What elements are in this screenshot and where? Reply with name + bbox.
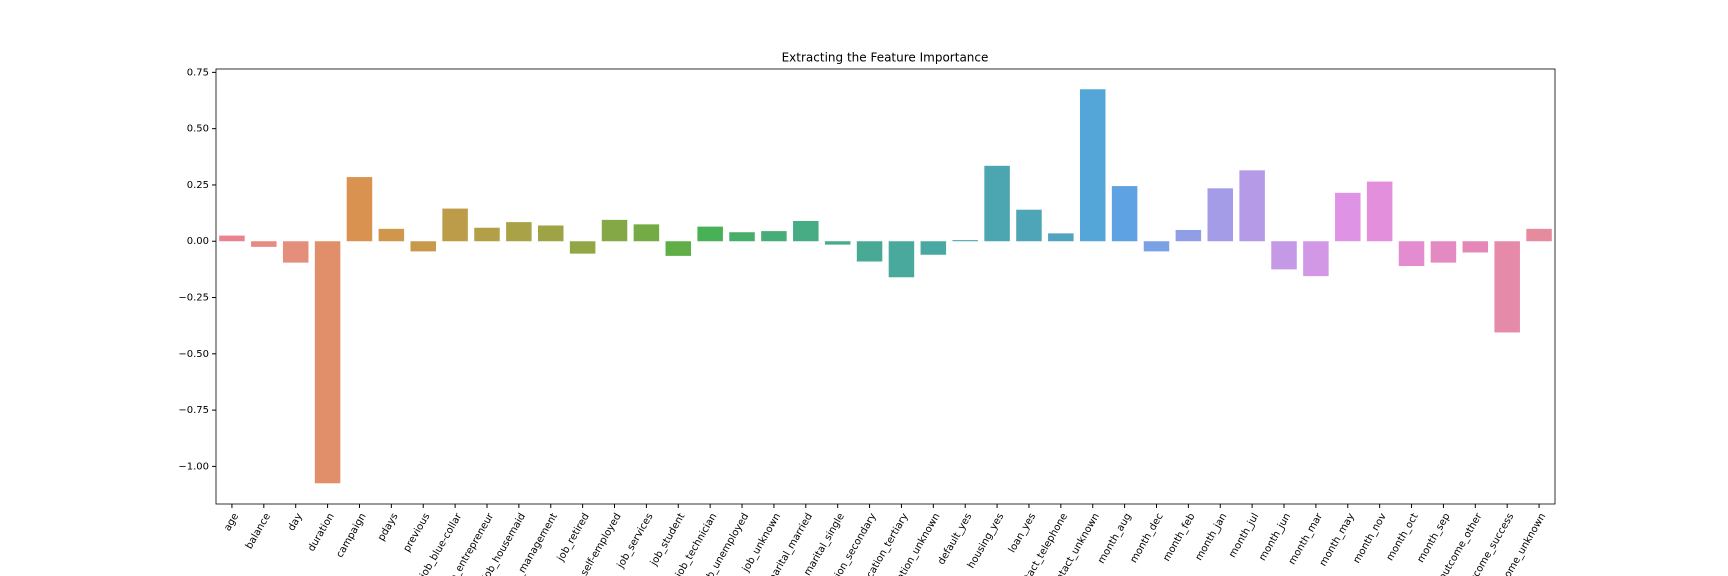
bar xyxy=(251,241,277,247)
bar xyxy=(1462,241,1489,253)
bar xyxy=(1175,229,1202,242)
bar xyxy=(1048,233,1074,242)
bar xyxy=(984,165,1010,242)
y-tick-label: 0.25 xyxy=(187,180,209,191)
bar xyxy=(1143,241,1170,252)
bar xyxy=(410,241,436,252)
bar xyxy=(824,241,851,245)
bar xyxy=(1207,188,1234,242)
y-tick-label: 0.75 xyxy=(187,67,209,78)
bar xyxy=(346,177,373,242)
chart-title: Extracting the Feature Importance xyxy=(782,51,989,65)
bar xyxy=(1335,192,1361,242)
bar xyxy=(1430,241,1457,263)
bar xyxy=(856,241,883,262)
y-tick-label: −1.00 xyxy=(178,461,209,472)
bar xyxy=(633,224,660,242)
y-tick-label: 0.00 xyxy=(187,236,209,247)
bar xyxy=(442,208,468,242)
plot-frame xyxy=(215,68,1556,505)
bar xyxy=(697,226,723,242)
bar xyxy=(506,222,532,242)
bar xyxy=(219,235,245,242)
bar xyxy=(1398,241,1425,267)
y-tick-label: −0.75 xyxy=(178,405,209,416)
bar xyxy=(729,232,755,242)
bar xyxy=(1016,209,1042,242)
bar xyxy=(1079,89,1106,242)
bar xyxy=(665,241,692,256)
bar xyxy=(378,228,405,242)
bar xyxy=(474,227,500,242)
bar xyxy=(1366,181,1393,242)
bar xyxy=(1271,241,1297,270)
bar xyxy=(761,231,787,242)
bar xyxy=(1494,241,1520,333)
bar xyxy=(1239,170,1265,242)
bar xyxy=(1303,241,1329,277)
bar xyxy=(952,240,978,242)
bar xyxy=(1111,186,1138,242)
bar xyxy=(282,241,309,263)
bar xyxy=(793,220,819,242)
bar xyxy=(920,241,947,255)
y-tick-label: −0.50 xyxy=(178,349,209,360)
bar xyxy=(601,219,628,242)
bar xyxy=(569,241,596,254)
y-tick-label: 0.50 xyxy=(187,124,209,135)
y-tick-label: −0.25 xyxy=(178,293,209,304)
bar xyxy=(888,241,915,278)
bar xyxy=(1526,228,1552,242)
bar xyxy=(314,241,341,484)
bar xyxy=(537,225,564,242)
